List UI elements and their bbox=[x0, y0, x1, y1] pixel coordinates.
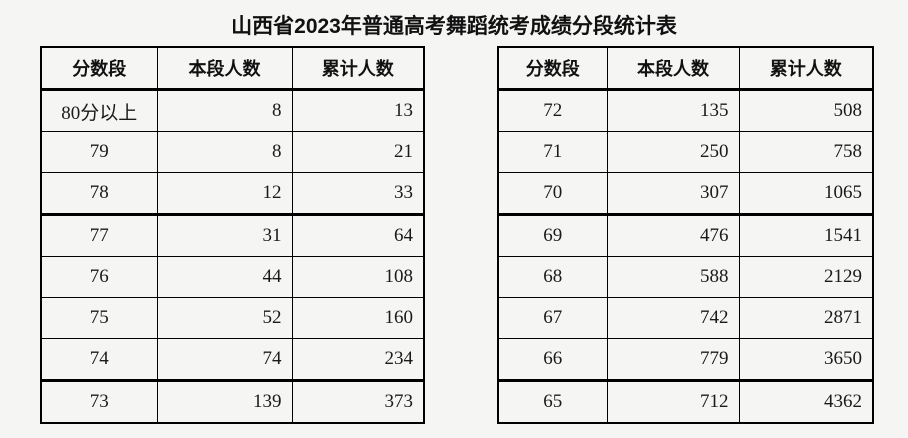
table-row: 72 135 508 bbox=[497, 89, 874, 132]
score-range-cell: 70 bbox=[497, 172, 608, 216]
cumulative-count-cell: 234 bbox=[291, 338, 425, 382]
cumulative-count-cell: 108 bbox=[291, 256, 425, 298]
segment-count-cell: 588 bbox=[606, 256, 740, 298]
cumulative-count-cell: 1065 bbox=[738, 172, 874, 216]
score-range-cell: 80分以上 bbox=[40, 89, 158, 132]
segment-count-cell: 742 bbox=[606, 297, 740, 339]
table-row: 79 8 21 bbox=[40, 131, 425, 173]
header-row: 分数段 本段人数 累计人数 bbox=[40, 46, 425, 91]
table-row: 70 307 1065 bbox=[497, 172, 874, 216]
score-table-left: 分数段 本段人数 累计人数 80分以上 8 13 79 8 21 78 12 33 77 31 64 76 4… bbox=[40, 46, 425, 424]
table-row: 78 12 33 bbox=[40, 172, 425, 216]
table-row: 74 74 234 bbox=[40, 338, 425, 382]
score-range-cell: 69 bbox=[497, 214, 608, 257]
segment-count-cell: 8 bbox=[156, 89, 293, 132]
table-row: 75 52 160 bbox=[40, 297, 425, 339]
cumulative-count-cell: 33 bbox=[291, 172, 425, 216]
score-range-cell: 68 bbox=[497, 256, 608, 298]
column-header: 分数段 bbox=[497, 46, 608, 91]
segment-count-cell: 12 bbox=[156, 172, 293, 216]
cumulative-count-cell: 2871 bbox=[738, 297, 874, 339]
segment-count-cell: 31 bbox=[156, 214, 293, 257]
segment-count-cell: 307 bbox=[606, 172, 740, 216]
segment-count-cell: 476 bbox=[606, 214, 740, 257]
score-range-cell: 65 bbox=[497, 380, 608, 424]
cumulative-count-cell: 13 bbox=[291, 89, 425, 132]
score-range-cell: 66 bbox=[497, 338, 608, 382]
page-title: 山西省2023年普通高考舞蹈统考成绩分段统计表 bbox=[231, 15, 677, 38]
cumulative-count-cell: 160 bbox=[291, 297, 425, 339]
table-row: 76 44 108 bbox=[40, 256, 425, 298]
score-range-cell: 75 bbox=[40, 297, 158, 339]
cumulative-count-cell: 4362 bbox=[738, 380, 874, 424]
column-header: 累计人数 bbox=[738, 46, 874, 91]
table-row: 80分以上 8 13 bbox=[40, 89, 425, 132]
cumulative-count-cell: 508 bbox=[738, 89, 874, 132]
table-row: 66 779 3650 bbox=[497, 338, 874, 382]
segment-count-cell: 74 bbox=[156, 338, 293, 382]
segment-count-cell: 779 bbox=[606, 338, 740, 382]
score-range-cell: 72 bbox=[497, 89, 608, 132]
cumulative-count-cell: 21 bbox=[291, 131, 425, 173]
score-range-cell: 79 bbox=[40, 131, 158, 173]
segment-count-cell: 139 bbox=[156, 380, 293, 424]
column-header: 本段人数 bbox=[156, 46, 293, 91]
cumulative-count-cell: 758 bbox=[738, 131, 874, 173]
cumulative-count-cell: 3650 bbox=[738, 338, 874, 382]
score-range-cell: 71 bbox=[497, 131, 608, 173]
header-row: 分数段 本段人数 累计人数 bbox=[497, 46, 874, 91]
table-row: 67 742 2871 bbox=[497, 297, 874, 339]
segment-count-cell: 250 bbox=[606, 131, 740, 173]
cumulative-count-cell: 1541 bbox=[738, 214, 874, 257]
score-table-right: 分数段 本段人数 累计人数 72 135 508 71 250 758 70 307 1065 69 4… bbox=[497, 46, 874, 424]
score-range-cell: 73 bbox=[40, 380, 158, 424]
table-row: 71 250 758 bbox=[497, 131, 874, 173]
column-header: 本段人数 bbox=[606, 46, 740, 91]
column-header: 分数段 bbox=[40, 46, 158, 91]
cumulative-count-cell: 2129 bbox=[738, 256, 874, 298]
table-row: 69 476 1541 bbox=[497, 214, 874, 257]
table-row: 65 712 4362 bbox=[497, 380, 874, 424]
segment-count-cell: 135 bbox=[606, 89, 740, 132]
table-row: 68 588 2129 bbox=[497, 256, 874, 298]
score-range-cell: 76 bbox=[40, 256, 158, 298]
score-range-cell: 77 bbox=[40, 214, 158, 257]
score-range-cell: 78 bbox=[40, 172, 158, 216]
table-row: 77 31 64 bbox=[40, 214, 425, 257]
segment-count-cell: 44 bbox=[156, 256, 293, 298]
score-range-cell: 67 bbox=[497, 297, 608, 339]
cumulative-count-cell: 64 bbox=[291, 214, 425, 257]
segment-count-cell: 712 bbox=[606, 380, 740, 424]
segment-count-cell: 8 bbox=[156, 131, 293, 173]
segment-count-cell: 52 bbox=[156, 297, 293, 339]
table-row: 73 139 373 bbox=[40, 380, 425, 424]
score-range-cell: 74 bbox=[40, 338, 158, 382]
column-header: 累计人数 bbox=[291, 46, 425, 91]
cumulative-count-cell: 373 bbox=[291, 380, 425, 424]
